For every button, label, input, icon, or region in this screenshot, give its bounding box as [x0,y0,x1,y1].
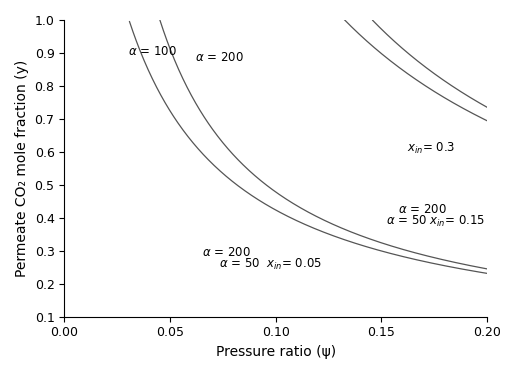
Text: $\alpha$ = 200: $\alpha$ = 200 [196,51,244,64]
Text: $x_{in}$= 0.3: $x_{in}$= 0.3 [407,141,455,156]
Y-axis label: Permeate CO₂ mole fraction (y): Permeate CO₂ mole fraction (y) [15,60,29,277]
Text: $\alpha$ = 50  $x_{in}$= 0.05: $\alpha$ = 50 $x_{in}$= 0.05 [219,257,321,272]
Text: $\alpha$ = 200: $\alpha$ = 200 [398,203,447,216]
Text: $\alpha$ = 100: $\alpha$ = 100 [127,45,176,58]
Text: $\alpha$ = 50 $x_{in}$= 0.15: $\alpha$ = 50 $x_{in}$= 0.15 [385,214,485,229]
Text: $\alpha$ = 200: $\alpha$ = 200 [202,246,250,259]
X-axis label: Pressure ratio (ψ): Pressure ratio (ψ) [216,345,336,359]
